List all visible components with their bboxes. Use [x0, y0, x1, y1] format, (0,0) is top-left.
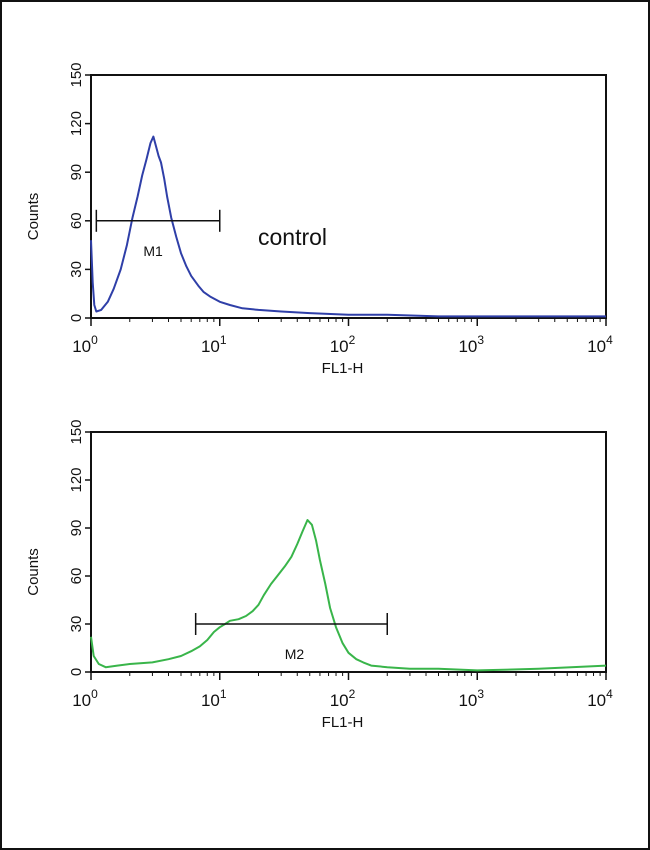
- x-axis-label: FL1-H: [322, 714, 364, 731]
- x-tick-base: 10: [201, 337, 220, 356]
- x-tick-base: 10: [587, 337, 606, 356]
- histogram-line: [90, 135, 606, 318]
- x-tick-base: 10: [458, 691, 477, 710]
- x-tick-exponent: 1: [220, 687, 227, 701]
- x-tick-exponent: 4: [606, 333, 613, 347]
- y-tick-label: 60: [68, 568, 85, 585]
- x-tick-label: 101: [201, 687, 227, 710]
- plot-frame: [90, 431, 607, 673]
- x-tick-exponent: 2: [349, 333, 356, 347]
- x-tick-label: 102: [330, 687, 356, 710]
- x-tick-label: 100: [72, 333, 98, 356]
- x-tick-label: 102: [330, 333, 356, 356]
- y-tick-label: 150: [68, 419, 85, 444]
- x-tick-label: 104: [587, 333, 613, 356]
- x-tick-exponent: 4: [606, 687, 613, 701]
- x-tick-base: 10: [72, 337, 91, 356]
- y-axis-label: Counts: [25, 548, 42, 596]
- gate-label: M2: [285, 646, 305, 662]
- y-tick-label: 90: [68, 520, 85, 537]
- x-axis-label: FL1-H: [322, 360, 364, 377]
- x-tick-exponent: 0: [91, 687, 98, 701]
- x-tick-label: 101: [201, 333, 227, 356]
- y-tick-label: 0: [68, 668, 85, 676]
- histogram-line: [90, 519, 607, 672]
- x-tick-exponent: 0: [91, 333, 98, 347]
- x-tick-base: 10: [587, 691, 606, 710]
- x-tick-exponent: 3: [477, 333, 484, 347]
- y-axis-label: Counts: [25, 193, 42, 241]
- x-tick-label: 104: [587, 687, 613, 710]
- x-tick-base: 10: [201, 691, 220, 710]
- y-tick-label: 60: [68, 212, 85, 229]
- y-tick-label: 120: [68, 111, 85, 136]
- x-tick-base: 10: [330, 337, 349, 356]
- y-tick-label: 90: [68, 164, 85, 181]
- y-tick-label: 120: [68, 467, 85, 492]
- x-tick-label: 100: [72, 687, 98, 710]
- y-tick-label: 0: [68, 314, 85, 322]
- x-tick-base: 10: [72, 691, 91, 710]
- x-tick-exponent: 2: [349, 687, 356, 701]
- y-tick-label: 30: [68, 616, 85, 633]
- control-annotation: control: [258, 224, 327, 250]
- x-tick-base: 10: [458, 337, 477, 356]
- x-tick-label: 103: [458, 687, 484, 710]
- plot-frame: [90, 74, 607, 319]
- y-tick-label: 150: [68, 62, 85, 87]
- x-tick-exponent: 3: [477, 687, 484, 701]
- x-tick-label: 103: [458, 333, 484, 356]
- x-tick-exponent: 1: [220, 333, 227, 347]
- y-tick-label: 30: [68, 261, 85, 278]
- gate-label: M1: [143, 243, 163, 259]
- x-tick-base: 10: [330, 691, 349, 710]
